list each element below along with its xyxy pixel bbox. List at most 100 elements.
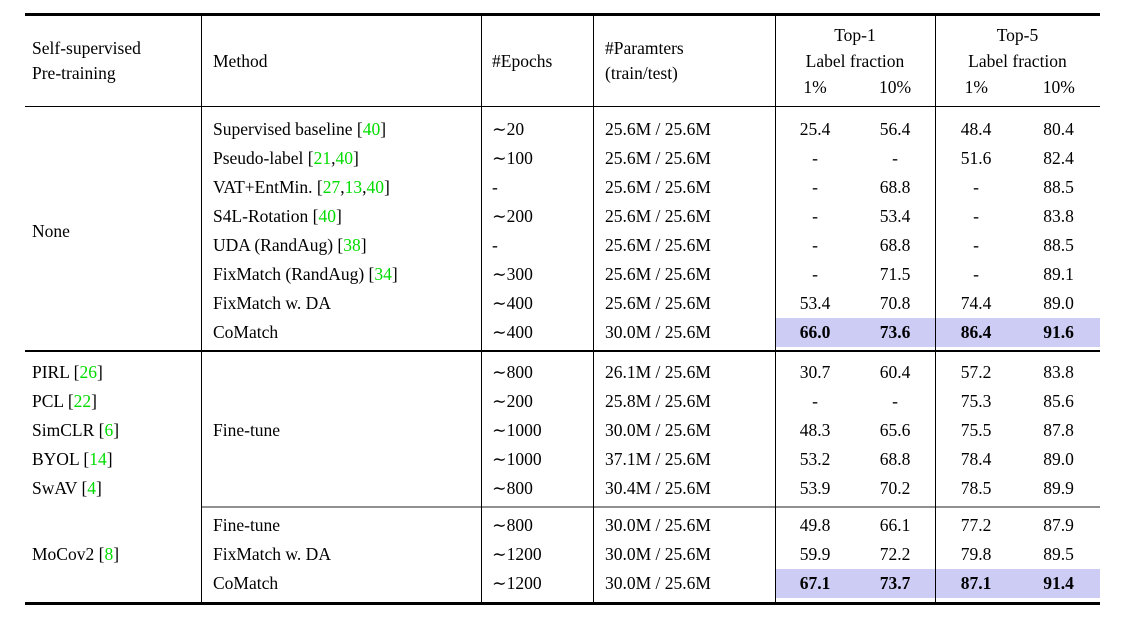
epochs-cell: ∼200	[492, 391, 533, 411]
top1-1pct-cell: 67.1	[775, 569, 855, 598]
top1-1pct-cell: -	[812, 264, 818, 284]
text-run: ,	[331, 148, 336, 168]
text-run: ]	[113, 544, 120, 564]
citation-ref[interactable]: 27	[322, 177, 341, 197]
text-run: BYOL [	[32, 449, 90, 469]
pretraining-cell: BYOL [14]	[25, 445, 201, 474]
citation-ref[interactable]: 40	[362, 119, 381, 139]
top5-1pct-cell: 78.4	[960, 449, 992, 469]
top5-10pct-cell: 80.4	[1043, 119, 1074, 139]
text-run: PIRL [	[32, 362, 80, 382]
epochs-cell: ∼1200	[492, 573, 542, 593]
top1-1pct-cell: -	[812, 391, 818, 411]
params-cell: 30.0M / 25.6M	[605, 420, 711, 440]
top5-1pct-cell: 75.3	[960, 391, 992, 411]
top1-1pct-cell: 48.3	[799, 420, 831, 440]
top1-1pct-cell: 53.2	[799, 449, 831, 469]
method-cell: Fine-tune	[201, 511, 481, 540]
top5-10pct-cell: 87.9	[1043, 515, 1074, 535]
top5-10pct-cell: 82.4	[1043, 148, 1074, 168]
citation-ref[interactable]: 38	[343, 235, 361, 255]
top1-10pct-cell: 66.1	[879, 515, 911, 535]
top1-1pct-cell: 53.4	[799, 293, 831, 313]
citation-ref[interactable]: 8	[104, 544, 114, 564]
header-top5-subtitle: Label fraction	[968, 51, 1067, 71]
params-cell: 30.4M / 25.6M	[605, 478, 711, 498]
top1-10pct-cell: 65.6	[879, 420, 911, 440]
epochs-cell: ∼20	[492, 119, 525, 139]
top5-10pct-cell: 89.5	[1043, 544, 1074, 564]
text-run: Fine-tune	[213, 515, 281, 535]
top1-1pct-cell: -	[812, 177, 818, 197]
top5-1pct-cell: 86.4	[935, 318, 1017, 347]
header-top1-1pct: 1%	[803, 77, 827, 97]
citation-ref[interactable]: 6	[104, 420, 114, 440]
top5-1pct-cell: -	[973, 264, 979, 284]
text-run: ,	[340, 177, 345, 197]
top1-10pct-cell: 53.4	[879, 206, 911, 226]
header-method: Method	[201, 16, 481, 106]
top1-1pct-cell: -	[812, 148, 818, 168]
text-run: ]	[96, 478, 102, 498]
top5-1pct-cell: -	[973, 206, 979, 226]
header-params-line1: #Paramters	[605, 38, 684, 58]
text-run: FixMatch w. DA	[213, 544, 331, 564]
method-cell: FixMatch (RandAug) [34]	[201, 260, 481, 289]
method-cell: Pseudo-label [21, 40]	[201, 144, 481, 173]
top1-10pct-cell: -	[892, 391, 898, 411]
params-cell: 30.0M / 25.6M	[605, 573, 711, 593]
top5-1pct-cell: -	[973, 235, 979, 255]
method-cell: Supervised baseline [40]	[201, 115, 481, 144]
top1-10pct-cell: 70.8	[879, 293, 911, 313]
header-top1-title: Top-1	[834, 25, 876, 45]
citation-ref[interactable]: 4	[87, 478, 97, 498]
epochs-cell: -	[492, 235, 498, 255]
citation-ref[interactable]: 22	[73, 391, 92, 411]
citation-ref[interactable]: 34	[374, 264, 392, 284]
citation-ref[interactable]: 40	[318, 206, 336, 226]
citation-ref[interactable]: 21	[313, 148, 332, 168]
text-run: ]	[106, 449, 113, 469]
top1-1pct-cell: -	[812, 235, 818, 255]
params-cell: 25.6M / 25.6M	[605, 177, 711, 197]
citation-ref[interactable]: 13	[344, 177, 363, 197]
top1-1pct-cell: 59.9	[799, 544, 831, 564]
method-cell: CoMatch	[201, 318, 481, 347]
header-top1-fractions: 1% 10%	[775, 74, 935, 100]
top1-10pct-cell: 72.2	[879, 544, 911, 564]
text-run: SwAV [	[32, 478, 88, 498]
citation-ref[interactable]: 14	[89, 449, 107, 469]
text-run: S4L-Rotation [	[213, 206, 319, 226]
table-header-row: Self-supervised Pre-training Method #Epo…	[25, 16, 1100, 107]
top1-10pct-cell: -	[892, 148, 898, 168]
text-run: SimCLR [	[32, 420, 105, 440]
top1-10pct-cell: 68.8	[879, 177, 911, 197]
top5-1pct-cell: 79.8	[960, 544, 992, 564]
params-cell: 26.1M / 25.6M	[605, 362, 711, 382]
top5-10pct-cell: 88.5	[1043, 235, 1074, 255]
epochs-cell: ∼400	[492, 322, 533, 342]
citation-ref[interactable]: 40	[335, 148, 353, 168]
top5-10pct-cell: 89.1	[1043, 264, 1074, 284]
pretraining-label-none: None	[32, 220, 70, 241]
text-run: ]	[91, 391, 97, 411]
top5-1pct-cell: 57.2	[960, 362, 992, 382]
header-top1-subtitle: Label fraction	[805, 51, 905, 71]
pretraining-cell: SwAV [4]	[25, 474, 201, 503]
epochs-cell: ∼300	[492, 264, 533, 284]
header-pretraining-line2: Pre-training	[32, 63, 116, 83]
citation-ref[interactable]: 40	[366, 177, 384, 197]
pretraining-label-mocov2: MoCov2 [8]	[25, 511, 201, 598]
top5-1pct-cell: 48.4	[960, 119, 992, 139]
epochs-cell: ∼800	[492, 515, 533, 535]
text-run: ]	[352, 148, 359, 168]
epochs-cell: ∼400	[492, 293, 533, 313]
epochs-cell: ∼200	[492, 206, 533, 226]
text-run: ]	[360, 235, 367, 255]
text-run: MoCov2 [	[32, 544, 105, 564]
top1-10pct-cell: 73.6	[855, 318, 935, 347]
citation-ref[interactable]: 26	[79, 362, 97, 382]
results-table: Self-supervised Pre-training Method #Epo…	[25, 13, 1100, 605]
top5-10pct-cell: 91.4	[1017, 569, 1100, 598]
epochs-cell: ∼800	[492, 478, 533, 498]
